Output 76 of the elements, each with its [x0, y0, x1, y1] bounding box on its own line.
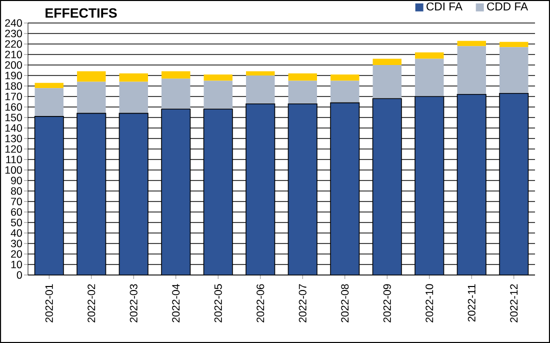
chart-title: EFFECTIFS: [46, 8, 117, 18]
x-tick-label: 2022-04: [172, 284, 180, 322]
bar: [456, 94, 486, 275]
bar: [330, 80, 360, 103]
bar: [162, 71, 190, 79]
y-tick-label: 210: [5, 50, 22, 58]
bar: [203, 108, 233, 275]
bar: [162, 78, 190, 110]
bar: [77, 82, 106, 114]
legend-label: CDI FA: [426, 2, 462, 10]
bar: [415, 58, 444, 96]
bar: [246, 71, 275, 76]
bar: [119, 73, 148, 82]
y-tick-label: 140: [5, 124, 22, 132]
bar: [246, 103, 276, 275]
y-tick-label: 130: [5, 134, 22, 142]
y-tick-label: 80: [10, 187, 22, 195]
bar: [119, 82, 148, 114]
bar: [288, 73, 317, 81]
y-tick-label: 30: [10, 240, 22, 248]
bar: [457, 46, 486, 94]
y-tick-label: 70: [11, 198, 22, 206]
y-tick-label: 20: [11, 250, 22, 258]
x-tick-label: 2022-07: [298, 284, 306, 322]
bar: [457, 40, 486, 46]
bar: [204, 74, 232, 81]
y-tick-label: 40: [10, 229, 22, 237]
bar: [34, 82, 64, 88]
y-tick-label: 100: [5, 166, 22, 174]
bar: [415, 52, 444, 59]
y-tick-label: 120: [5, 145, 22, 153]
bar: [34, 116, 64, 275]
bar: [330, 74, 360, 81]
bar: [34, 88, 64, 116]
x-tick-label: 2022-05: [214, 284, 222, 322]
legend-label: CDD FA: [487, 2, 528, 10]
bar: [330, 102, 360, 275]
bar: [499, 92, 529, 275]
y-tick-label: 0: [16, 271, 22, 279]
y-tick-label: 160: [5, 103, 22, 111]
y-tick-label: 10: [11, 260, 22, 268]
x-tick-label: 2022-03: [130, 284, 138, 322]
y-tick-label: 90: [11, 176, 22, 184]
y-tick-label: 50: [10, 218, 22, 226]
bar: [118, 112, 148, 275]
bar: [288, 80, 317, 104]
y-tick-label: 180: [5, 82, 22, 90]
bar: [77, 71, 106, 82]
y-tick-label: 170: [5, 92, 22, 100]
bar: [414, 96, 444, 275]
bar: [161, 108, 191, 275]
x-tick-label: 2022-12: [510, 284, 518, 322]
y-tick-label: 220: [5, 40, 22, 48]
x-tick-label: 2022-01: [45, 284, 53, 322]
bar: [372, 98, 402, 275]
x-tick-label: 2022-06: [256, 284, 264, 322]
bar: [204, 80, 232, 110]
y-tick-label: 240: [5, 19, 22, 27]
x-tick-label: 2022-02: [88, 284, 96, 322]
bar: [288, 103, 318, 275]
y-tick-label: 190: [5, 72, 22, 80]
bar: [372, 58, 402, 65]
bar: [500, 42, 528, 48]
bar: [246, 76, 275, 104]
x-tick-label: 2022-10: [426, 284, 434, 322]
y-tick-label: 60: [11, 208, 22, 216]
bar: [76, 112, 106, 275]
bar: [500, 47, 528, 94]
y-tick-label: 110: [6, 156, 22, 164]
x-tick-label: 2022-11: [468, 284, 476, 322]
x-tick-label: 2022-08: [341, 284, 349, 322]
y-tick-label: 230: [5, 30, 22, 38]
bar: [372, 65, 402, 99]
y-tick-label: 150: [5, 114, 22, 122]
y-tick-label: 200: [5, 61, 22, 69]
x-tick-label: 2022-09: [383, 284, 391, 322]
